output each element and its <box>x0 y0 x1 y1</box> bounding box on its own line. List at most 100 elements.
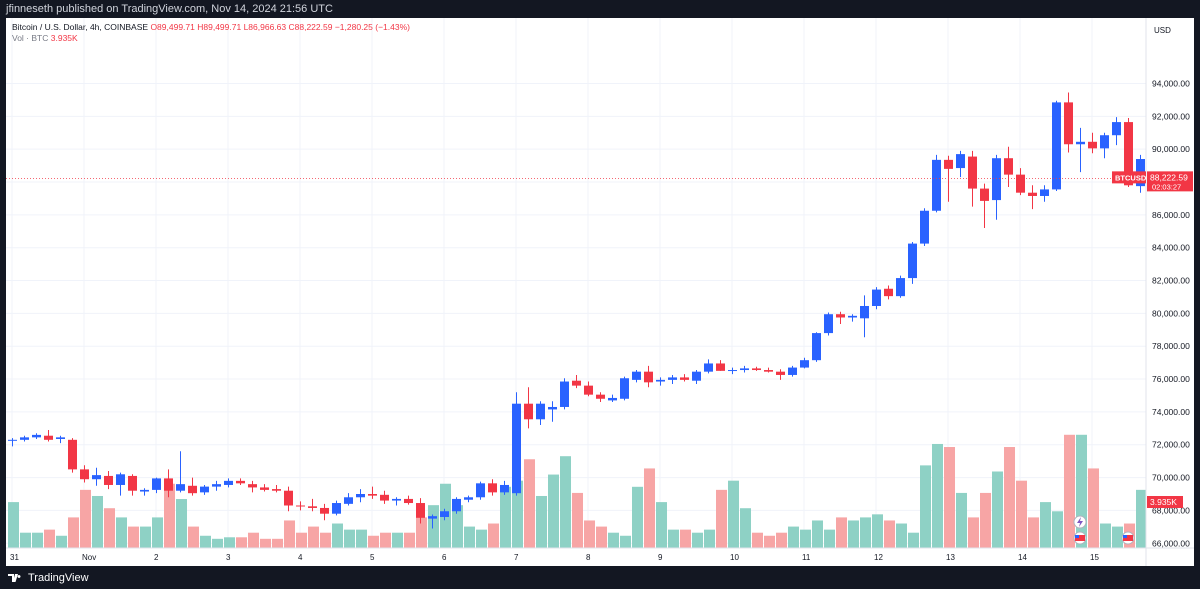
time-tick-label: 12 <box>874 553 883 562</box>
volume-bar <box>968 517 979 548</box>
legend-ohlc-row: Bitcoin / U.S. Dollar, 4h, COINBASE O89,… <box>12 22 410 33</box>
volume-bar <box>308 526 319 548</box>
legend-open: O89,499.71 <box>150 22 195 32</box>
candle-body <box>980 188 989 201</box>
volume-bar <box>836 517 847 548</box>
candle-body <box>656 379 665 382</box>
candle-body <box>188 485 197 494</box>
volume-bar <box>116 517 127 548</box>
volume-bar <box>176 499 187 548</box>
candle-body <box>788 367 797 375</box>
candle-body <box>860 305 869 319</box>
volume-bar <box>1136 489 1147 548</box>
time-tick-label: 5 <box>370 553 375 562</box>
volume-bar <box>1112 526 1123 548</box>
candle-body <box>1064 102 1073 145</box>
volume-bar <box>80 489 91 548</box>
candle-body <box>764 370 773 372</box>
time-tick-label: 4 <box>298 553 303 562</box>
price-tick-label: 66,000.00 <box>1152 538 1190 548</box>
candle-body <box>944 159 953 169</box>
candle-body <box>8 439 17 441</box>
candle-body <box>680 377 689 380</box>
price-tick-label: 72,000.00 <box>1152 440 1190 450</box>
volume-bar <box>596 526 607 548</box>
last-price-tag: 88,222.59 <box>1150 172 1188 182</box>
candle-body <box>428 516 437 519</box>
volume-bar <box>284 520 295 548</box>
candle-body <box>452 498 461 512</box>
candle-body <box>272 489 281 491</box>
volume-bar <box>1040 502 1051 548</box>
candle-body <box>356 494 365 498</box>
volume-tag: 3.935K <box>1150 497 1177 507</box>
candle-body <box>872 289 881 306</box>
footer-bar: TradingView <box>0 566 1200 589</box>
candle-body <box>1124 122 1133 186</box>
volume-bar <box>884 520 895 548</box>
volume-bar <box>944 447 955 548</box>
candle-body <box>752 368 761 371</box>
candle-body <box>836 314 845 318</box>
volume-bar <box>8 502 19 548</box>
volume-bar <box>980 492 991 548</box>
candle-body <box>464 497 473 500</box>
candle-body <box>320 507 329 514</box>
candle-body <box>932 159 941 211</box>
candle-body <box>500 484 509 493</box>
volume-bar <box>500 486 511 548</box>
volume-bar <box>692 532 703 548</box>
us-flag-icon-canton <box>1075 535 1079 538</box>
time-tick-label: Nov <box>82 553 96 562</box>
price-tick-label: 94,000.00 <box>1152 79 1190 89</box>
volume-bar <box>464 526 475 548</box>
candle-body <box>236 480 245 484</box>
volume-bar <box>56 535 67 548</box>
candle-body <box>620 378 629 399</box>
price-tick-label: 70,000.00 <box>1152 473 1190 483</box>
price-tick-label: 76,000.00 <box>1152 374 1190 384</box>
volume-bar <box>20 532 31 548</box>
candle-body <box>956 154 965 169</box>
price-chart[interactable]: USD94,000.0092,000.0090,000.0088,000.008… <box>6 18 1194 566</box>
tradingview-logo[interactable]: TradingView <box>8 572 89 584</box>
candle-body <box>548 406 557 410</box>
price-tick-label: 92,000.00 <box>1152 111 1190 121</box>
volume-bar <box>140 526 151 548</box>
time-tick-label: 31 <box>10 553 19 562</box>
candle-body <box>1112 122 1121 136</box>
candle-body <box>332 503 341 514</box>
candle-body <box>20 437 29 440</box>
candle-body <box>416 503 425 518</box>
candle-body <box>308 506 317 508</box>
volume-bar <box>404 532 415 548</box>
candle-body <box>1076 141 1085 145</box>
volume-bar <box>392 532 403 548</box>
volume-bar <box>416 517 427 548</box>
volume-bar <box>812 520 823 548</box>
volume-bar <box>644 468 655 548</box>
candle-body <box>824 314 833 334</box>
candle-body <box>896 278 905 297</box>
volume-bar <box>212 538 223 548</box>
volume-bar <box>860 517 871 548</box>
chart-area[interactable]: USD94,000.0092,000.0090,000.0088,000.008… <box>6 18 1194 566</box>
candle-body <box>248 484 257 488</box>
candle-body <box>140 489 149 492</box>
candle-body <box>1100 135 1109 149</box>
volume-bar <box>104 508 115 548</box>
candle-body <box>920 210 929 244</box>
candle-body <box>368 494 377 496</box>
volume-bar <box>584 520 595 548</box>
candle-body <box>1088 141 1097 149</box>
volume-bar <box>512 480 523 548</box>
candle-body <box>992 158 1001 201</box>
symbol-tag: BTCUSD <box>1115 173 1147 182</box>
candle-body <box>668 377 677 380</box>
candle-body <box>440 511 449 517</box>
candle-body <box>56 437 65 439</box>
price-tick-label: 68,000.00 <box>1152 505 1190 515</box>
candle-body <box>800 360 809 368</box>
volume-bar <box>992 471 1003 548</box>
volume-bar <box>164 483 175 548</box>
